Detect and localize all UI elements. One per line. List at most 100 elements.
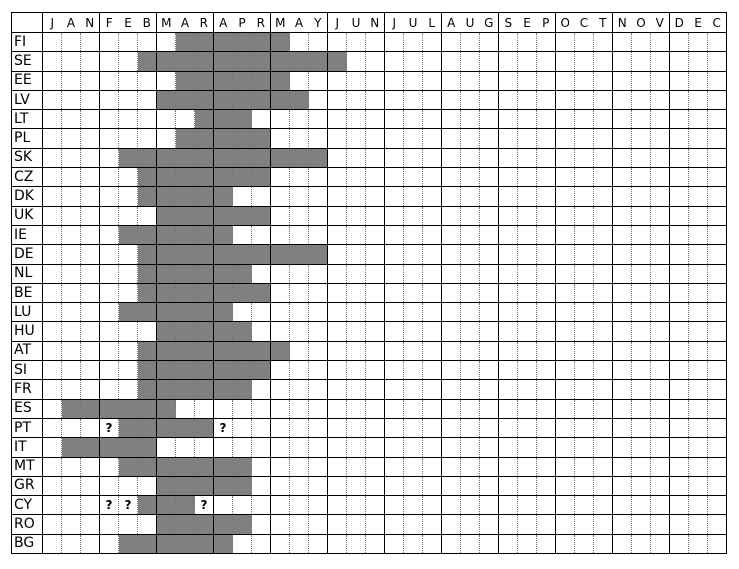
shaded-cell bbox=[175, 70, 195, 91]
grid-cell bbox=[232, 398, 252, 419]
grid-cell bbox=[251, 186, 271, 207]
shaded-cell bbox=[270, 147, 290, 169]
shaded-cell bbox=[156, 167, 176, 188]
grid-cell bbox=[479, 321, 499, 342]
country-label: NL bbox=[11, 263, 43, 284]
grid-cell bbox=[99, 282, 119, 304]
grid-cell bbox=[631, 437, 651, 458]
grid-cell bbox=[441, 147, 461, 169]
grid-cell bbox=[251, 263, 271, 284]
grid-cell bbox=[593, 128, 613, 149]
grid-cell bbox=[327, 224, 347, 246]
grid-cell bbox=[403, 186, 423, 207]
grid-cell bbox=[536, 31, 556, 53]
shaded-cell bbox=[251, 244, 271, 265]
grid-cell bbox=[574, 205, 594, 226]
grid-cell bbox=[384, 167, 404, 188]
grid-cell bbox=[555, 128, 575, 149]
grid-cell bbox=[42, 70, 62, 91]
grid-cell bbox=[99, 379, 119, 400]
grid-cell bbox=[403, 31, 423, 53]
grid-cell bbox=[612, 128, 632, 149]
grid-cell bbox=[574, 244, 594, 265]
grid-cell bbox=[384, 186, 404, 207]
grid-cell bbox=[99, 244, 119, 265]
grid-cell bbox=[99, 89, 119, 111]
grid-cell bbox=[593, 89, 613, 111]
grid-cell bbox=[327, 244, 347, 265]
grid-cell bbox=[631, 128, 651, 149]
grid-cell bbox=[460, 495, 480, 516]
country-row: SK bbox=[11, 147, 727, 169]
grid-cell bbox=[308, 340, 328, 362]
grid-cell bbox=[574, 128, 594, 149]
grid-cell bbox=[441, 456, 461, 477]
grid-cell bbox=[422, 398, 442, 419]
grid-cell bbox=[365, 70, 385, 91]
shaded-cell bbox=[194, 360, 214, 381]
grid-cell bbox=[422, 167, 442, 188]
shaded-cell bbox=[232, 263, 252, 284]
country-row: LT bbox=[11, 109, 727, 130]
grid-cell bbox=[460, 398, 480, 419]
grid-cell bbox=[707, 31, 727, 53]
shaded-cell bbox=[175, 186, 195, 207]
grid-cell bbox=[42, 437, 62, 458]
grid-cell bbox=[631, 417, 651, 439]
grid-cell bbox=[688, 398, 708, 419]
grid-cell bbox=[42, 128, 62, 149]
grid-cell bbox=[574, 89, 594, 111]
grid-cell bbox=[365, 282, 385, 304]
grid-cell bbox=[403, 205, 423, 226]
shaded-cell bbox=[194, 109, 214, 130]
country-label: LT bbox=[11, 109, 43, 130]
grid-cell bbox=[441, 205, 461, 226]
grid-cell bbox=[403, 167, 423, 188]
grid-cell bbox=[365, 244, 385, 265]
grid-cell bbox=[460, 263, 480, 284]
grid-cell bbox=[61, 244, 81, 265]
uncertain-mark: ? bbox=[200, 498, 208, 513]
grid-cell bbox=[365, 109, 385, 130]
grid-cell bbox=[270, 514, 290, 535]
grid-cell bbox=[384, 205, 404, 226]
grid-cell bbox=[555, 475, 575, 497]
grid-cell bbox=[251, 495, 271, 516]
shaded-cell bbox=[99, 437, 119, 458]
grid-cell bbox=[137, 128, 157, 149]
uncertain-mark: ? bbox=[124, 498, 132, 513]
grid-cell bbox=[42, 417, 62, 439]
grid-cell bbox=[517, 437, 537, 458]
grid-cell bbox=[289, 302, 309, 323]
grid-cell bbox=[593, 244, 613, 265]
grid-cell bbox=[669, 70, 689, 91]
grid-cell bbox=[42, 321, 62, 342]
grid-cell bbox=[479, 360, 499, 381]
grid-cell bbox=[365, 360, 385, 381]
grid-cell bbox=[479, 456, 499, 477]
shaded-cell bbox=[232, 514, 252, 535]
grid-cell bbox=[346, 340, 366, 362]
grid-cell bbox=[669, 302, 689, 323]
grid-cell bbox=[346, 147, 366, 169]
grid-cell bbox=[99, 205, 119, 226]
grid-cell bbox=[289, 398, 309, 419]
grid-cell bbox=[707, 263, 727, 284]
shaded-cell bbox=[213, 533, 233, 555]
grid-cell bbox=[289, 340, 309, 362]
country-row: FI bbox=[11, 31, 727, 53]
shaded-cell bbox=[137, 224, 157, 246]
grid-cell bbox=[574, 263, 594, 284]
grid-cell bbox=[517, 109, 537, 130]
grid-cell bbox=[707, 244, 727, 265]
shaded-cell bbox=[213, 321, 233, 342]
country-row: BE bbox=[11, 282, 727, 304]
grid-cell bbox=[555, 109, 575, 130]
grid-cell bbox=[460, 89, 480, 111]
grid-cell bbox=[460, 186, 480, 207]
shaded-cell bbox=[61, 437, 81, 458]
shaded-cell bbox=[213, 89, 233, 111]
grid-cell bbox=[251, 475, 271, 497]
grid-cell bbox=[631, 205, 651, 226]
